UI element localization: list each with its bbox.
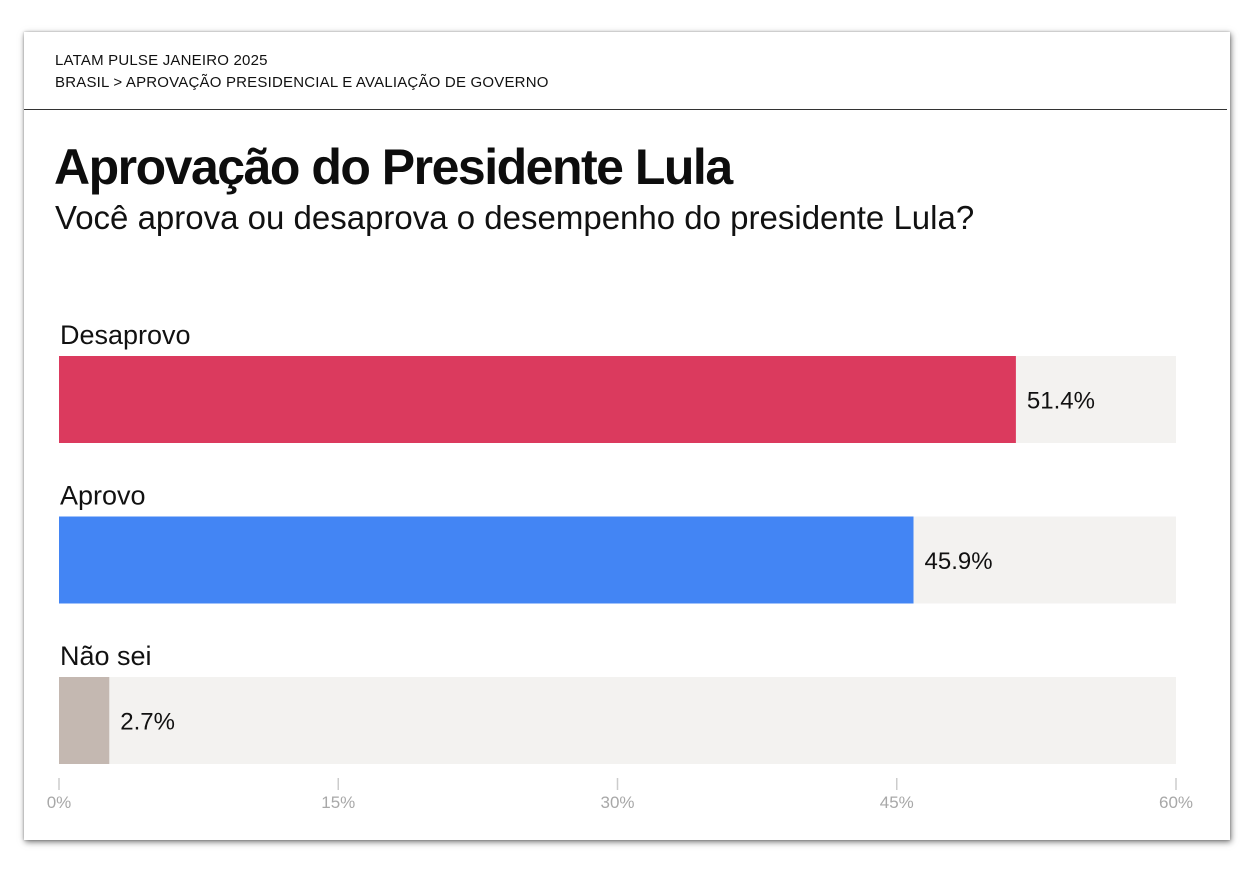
value-label-desaprovo: 51.4%	[1027, 388, 1095, 415]
section-path: BRASIL > APROVAÇÃO PRESIDENCIAL E AVALIA…	[55, 74, 549, 91]
chart-title: Aprovação do Presidente Lula	[54, 139, 733, 195]
bar-desaprovo	[59, 356, 1016, 443]
category-label-desaprovo: Desaprovo	[60, 320, 191, 350]
bar-nao-sei	[59, 677, 110, 764]
report-name: LATAM PULSE JANEIRO 2025	[55, 52, 268, 69]
category-label-aprovo: Aprovo	[60, 481, 146, 511]
value-label-nao-sei: 2.7%	[120, 709, 175, 736]
x-tick-label: 15%	[321, 793, 355, 812]
category-label-nao-sei: Não sei	[60, 641, 152, 671]
bar-track-nao-sei	[59, 677, 1176, 764]
chart-subtitle: Você aprova ou desaprova o desempenho do…	[55, 199, 975, 236]
breadcrumb: LATAM PULSE JANEIRO 2025 BRASIL > APROVA…	[55, 50, 549, 94]
x-tick-label: 45%	[880, 793, 914, 812]
x-tick-label: 60%	[1159, 793, 1193, 812]
bar-aprovo	[59, 516, 914, 604]
x-tick-label: 0%	[47, 793, 72, 812]
x-tick-label: 30%	[600, 793, 634, 812]
value-label-aprovo: 45.9%	[925, 548, 993, 575]
header-divider	[24, 109, 1227, 110]
